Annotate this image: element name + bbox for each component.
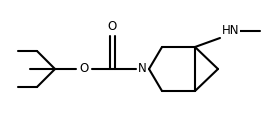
- Text: O: O: [79, 62, 89, 75]
- Text: N: N: [138, 62, 146, 75]
- Text: O: O: [107, 21, 117, 34]
- Text: HN: HN: [222, 25, 239, 38]
